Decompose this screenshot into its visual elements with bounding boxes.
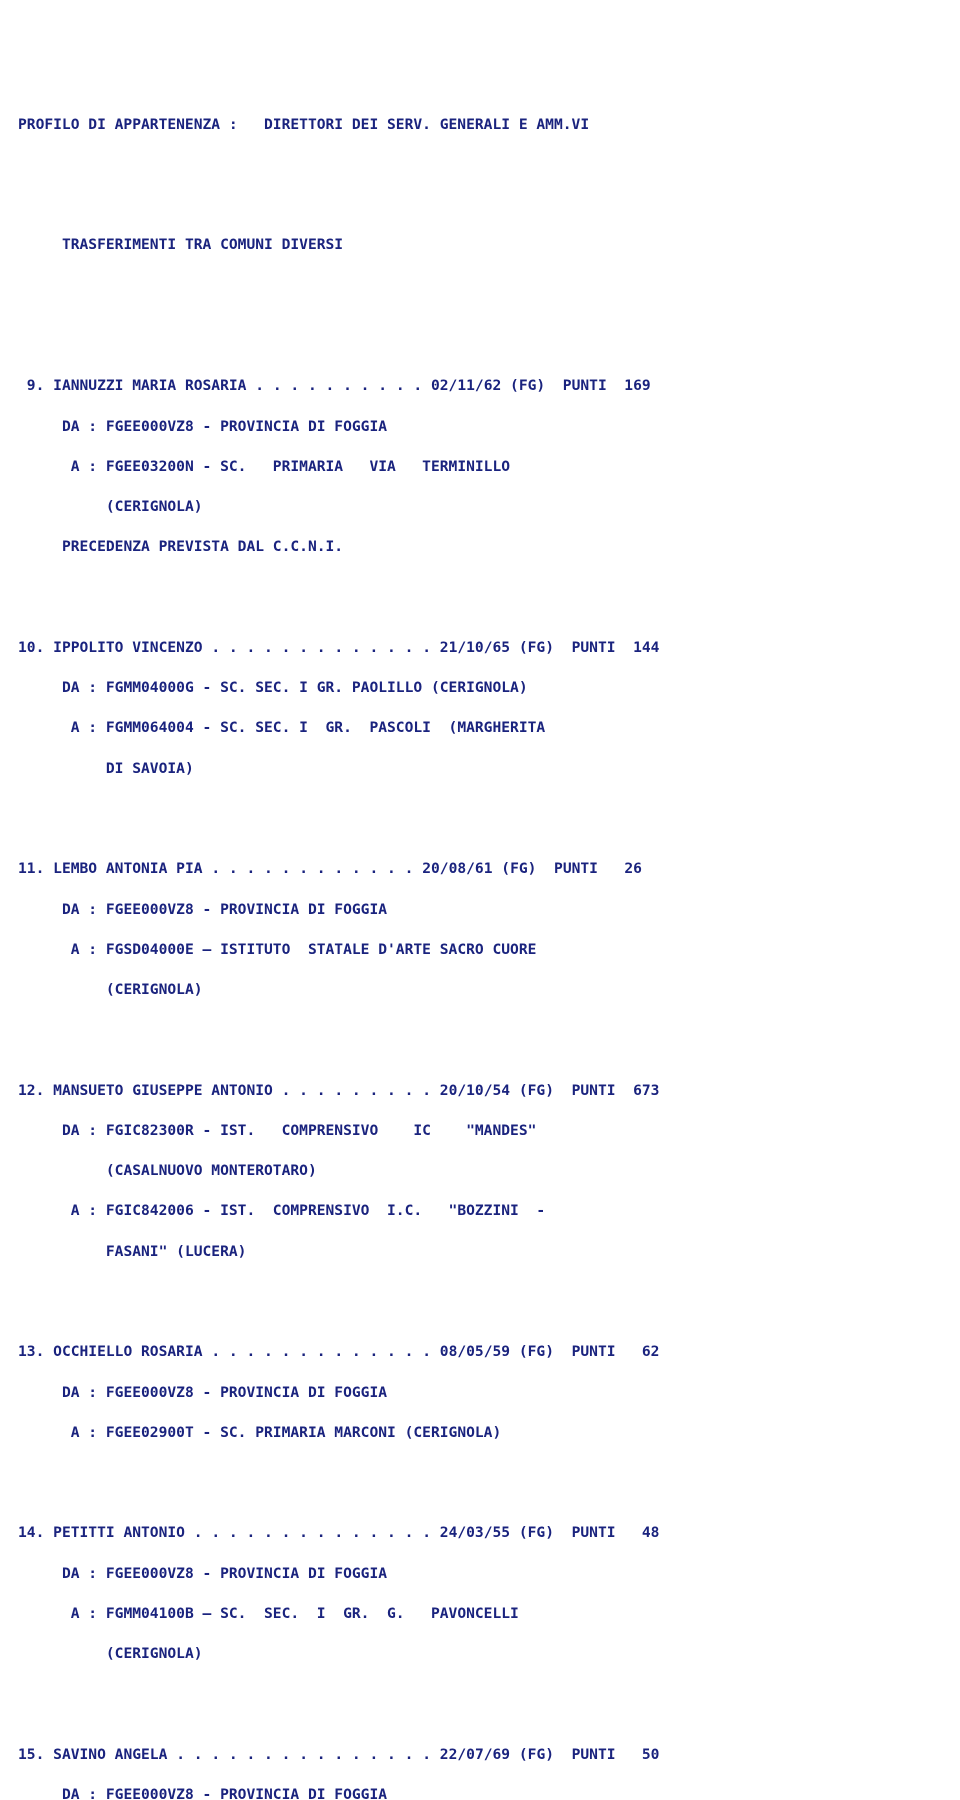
entry-date: 20/08/61 (FG): [422, 860, 536, 877]
entry-date: 20/10/54 (FG): [440, 1082, 554, 1099]
blank: [18, 1282, 942, 1302]
entry-date: 21/10/65 (FG): [440, 639, 554, 656]
entry-a: DI SAVOIA): [18, 759, 942, 779]
entry-name: LEMBO ANTONIA PIA: [53, 860, 202, 877]
entry-date: 24/03/55 (FG): [440, 1524, 554, 1541]
blank: [18, 799, 942, 819]
entry-num: 13.: [18, 1343, 44, 1360]
profile-value: DIRETTORI DEI SERV. GENERALI E AMM.VI: [264, 116, 589, 133]
entry-dots: . . . . . . . . .: [282, 1082, 431, 1099]
entry-name: PETITTI ANTONIO: [53, 1524, 185, 1541]
header-line: PROFILO DI APPARTENENZA : DIRETTORI DEI …: [18, 115, 942, 135]
entry-row: 14. PETITTI ANTONIO . . . . . . . . . . …: [18, 1523, 942, 1543]
entry-dots: . . . . . . . . . . . . .: [211, 1343, 431, 1360]
entry-points: PUNTI 50: [572, 1746, 660, 1763]
entry-da: DA : FGEE000VZ8 - PROVINCIA DI FOGGIA: [18, 1564, 942, 1584]
entry-points: PUNTI 144: [572, 639, 660, 656]
entry-da: DA : FGEE000VZ8 - PROVINCIA DI FOGGIA: [18, 900, 942, 920]
entry-dots: . . . . . . . . . .: [255, 377, 422, 394]
entry-a: A : FGEE02900T - SC. PRIMARIA MARCONI (C…: [18, 1423, 942, 1443]
entry-a: A : FGMM064004 - SC. SEC. I GR. PASCOLI …: [18, 718, 942, 738]
blank: [18, 316, 942, 336]
entry-tail: PRECEDENZA PREVISTA DAL C.C.N.I.: [18, 537, 942, 557]
entry-points: PUNTI 26: [554, 860, 642, 877]
entry-name: OCCHIELLO ROSARIA: [53, 1343, 202, 1360]
entry-a: A : FGEE03200N - SC. PRIMARIA VIA TERMIN…: [18, 457, 942, 477]
entry-row: 12. MANSUETO GIUSEPPE ANTONIO . . . . . …: [18, 1081, 942, 1101]
entry-dots: . . . . . . . . . . . . .: [211, 639, 431, 656]
entry-dots: . . . . . . . . . . . . . . .: [176, 1746, 431, 1763]
entry-row: 11. LEMBO ANTONIA PIA . . . . . . . . . …: [18, 859, 942, 879]
blank: [18, 276, 942, 296]
entry-num: 15.: [18, 1746, 44, 1763]
blank: [18, 195, 942, 215]
entry-date: 02/11/62 (FG): [431, 377, 545, 394]
entry-date: 08/05/59 (FG): [440, 1343, 554, 1360]
entry-points: PUNTI 48: [572, 1524, 660, 1541]
entry-points: PUNTI 62: [572, 1343, 660, 1360]
blank: [18, 1684, 942, 1704]
entry-da2: (CASALNUOVO MONTEROTARO): [18, 1161, 942, 1181]
entry-a: A : FGIC842006 - IST. COMPRENSIVO I.C. "…: [18, 1201, 942, 1221]
blank: [18, 1020, 942, 1040]
entry-num: 10.: [18, 639, 44, 656]
blank: [18, 155, 942, 175]
entry-dots: . . . . . . . . . . . . . .: [194, 1524, 431, 1541]
entry-a: (CERIGNOLA): [18, 497, 942, 517]
profile-label: PROFILO DI APPARTENENZA :: [18, 116, 238, 133]
entry-a: FASANI" (LUCERA): [18, 1242, 942, 1262]
entry-row: 15. SAVINO ANGELA . . . . . . . . . . . …: [18, 1745, 942, 1765]
entry-a: (CERIGNOLA): [18, 1644, 942, 1664]
entry-points: PUNTI 673: [572, 1082, 660, 1099]
entry-a: (CERIGNOLA): [18, 980, 942, 1000]
section-title: TRASFERIMENTI TRA COMUNI DIVERSI: [62, 236, 343, 253]
entry-name: SAVINO ANGELA: [53, 1746, 167, 1763]
entry-da: DA : FGIC82300R - IST. COMPRENSIVO IC "M…: [18, 1121, 942, 1141]
entry-num: 14.: [18, 1524, 44, 1541]
section-title-line: TRASFERIMENTI TRA COMUNI DIVERSI: [18, 235, 942, 255]
entry-num: 12.: [18, 1082, 44, 1099]
entry-name: IANNUZZI MARIA ROSARIA: [53, 377, 246, 394]
entry-name: IPPOLITO VINCENZO: [53, 639, 202, 656]
entry-a: A : FGMM04100B – SC. SEC. I GR. G. PAVON…: [18, 1604, 942, 1624]
entry-num: 9.: [18, 377, 44, 394]
entry-row: 10. IPPOLITO VINCENZO . . . . . . . . . …: [18, 638, 942, 658]
entry-da: DA : FGEE000VZ8 - PROVINCIA DI FOGGIA: [18, 1383, 942, 1403]
entry-date: 22/07/69 (FG): [440, 1746, 554, 1763]
entry-name: MANSUETO GIUSEPPE ANTONIO: [53, 1082, 273, 1099]
entry-row: 13. OCCHIELLO ROSARIA . . . . . . . . . …: [18, 1342, 942, 1362]
entry-a: A : FGSD04000E – ISTITUTO STATALE D'ARTE…: [18, 940, 942, 960]
blank: [18, 578, 942, 598]
entry-da: DA : FGMM04000G - SC. SEC. I GR. PAOLILL…: [18, 678, 942, 698]
document-root: PROFILO DI APPARTENENZA : DIRETTORI DEI …: [18, 95, 942, 1800]
blank: [18, 1463, 942, 1483]
entry-da: DA : FGEE000VZ8 - PROVINCIA DI FOGGIA: [18, 1785, 942, 1800]
entry-num: 11.: [18, 860, 44, 877]
entry-row: 9. IANNUZZI MARIA ROSARIA . . . . . . . …: [18, 376, 942, 396]
entry-points: PUNTI 169: [563, 377, 651, 394]
entry-dots: . . . . . . . . . . . .: [211, 860, 413, 877]
entry-da: DA : FGEE000VZ8 - PROVINCIA DI FOGGIA: [18, 417, 942, 437]
